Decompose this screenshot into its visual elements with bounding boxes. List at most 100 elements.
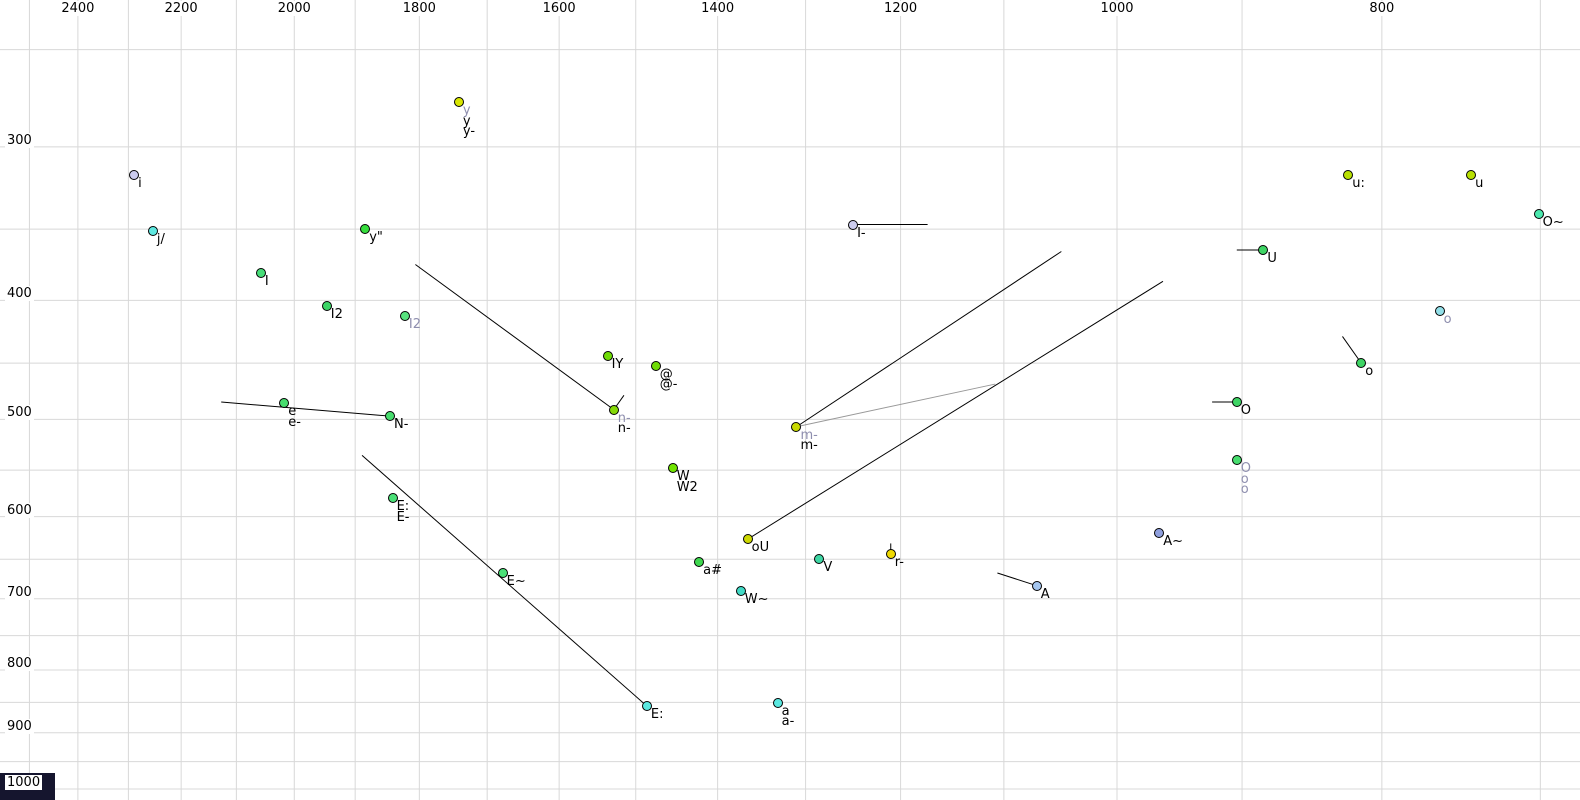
point-label: E- [396, 509, 410, 525]
point-label: W [676, 469, 690, 485]
point-label: u [1475, 175, 1484, 191]
data-point-I[interactable] [255, 267, 266, 278]
y-tick-label: 500 [5, 405, 34, 421]
point-label: E: [396, 499, 410, 515]
y-tick-label: 700 [5, 584, 34, 600]
point-label: I2 [330, 306, 343, 322]
point-label: I [264, 273, 269, 289]
connector-line [747, 280, 1164, 540]
data-point-W[interactable] [667, 463, 678, 474]
data-point-E-colon-low[interactable] [641, 701, 652, 712]
point-label: a [781, 703, 790, 719]
data-point-o-gray[interactable] [1434, 305, 1445, 316]
point-label: r- [894, 555, 904, 571]
x-tick-label: 2200 [162, 1, 200, 16]
y-tick-label: 1000 [5, 775, 43, 790]
point-label: o [1443, 311, 1452, 327]
data-point-A-nasal[interactable] [1154, 528, 1165, 539]
point-label: n- [617, 421, 631, 437]
point-label: IY [611, 356, 624, 372]
data-point-y[interactable] [453, 97, 464, 108]
point-label: e [288, 404, 297, 420]
connector-line [796, 251, 1062, 428]
point-label: N- [394, 417, 409, 433]
data-point-o[interactable] [1356, 358, 1367, 369]
x-tick-label: 800 [1367, 1, 1397, 16]
data-point-i[interactable] [129, 169, 140, 180]
point-label: O [1240, 461, 1252, 477]
data-point-I-[interactable] [848, 219, 859, 230]
data-point-e[interactable] [279, 398, 290, 409]
data-point-O[interactable] [1231, 396, 1242, 407]
x-tick-label: 1600 [540, 1, 578, 16]
data-point-E-nasal[interactable] [497, 568, 508, 579]
point-label: a- [781, 714, 795, 730]
point-label: I2 [408, 317, 422, 333]
data-point-m-[interactable] [791, 421, 802, 432]
point-label: E~ [506, 574, 526, 590]
connector-line [415, 264, 615, 411]
point-label: o [1365, 364, 1374, 380]
point-label: j/ [156, 231, 165, 247]
x-tick-label: 2000 [275, 1, 313, 16]
data-point-U[interactable] [1258, 245, 1269, 256]
data-point-u-colon[interactable] [1343, 169, 1354, 180]
point-label: y [462, 113, 471, 129]
point-label: W~ [744, 592, 769, 608]
point-label: A [1040, 586, 1050, 602]
x-tick-label: 2400 [59, 1, 97, 16]
point-label: I- [857, 225, 866, 241]
data-point-a-hash[interactable] [694, 556, 705, 567]
point-label: u: [1352, 175, 1365, 191]
point-label: U [1267, 251, 1277, 267]
connector-line [361, 455, 648, 707]
data-point-y-umlaut[interactable] [360, 224, 371, 235]
point-label: y [462, 103, 471, 119]
data-point-n-[interactable] [608, 404, 619, 415]
data-point-N-[interactable] [385, 411, 396, 422]
data-point-W-nasal[interactable] [735, 586, 746, 597]
data-point-E-colon[interactable] [387, 493, 398, 504]
point-label: y" [369, 230, 383, 246]
data-point-u[interactable] [1466, 169, 1477, 180]
data-point-O-nasal[interactable] [1533, 208, 1544, 219]
connector-line [796, 383, 996, 428]
point-label: O~ [1542, 214, 1564, 230]
point-label: o [1240, 482, 1249, 498]
data-point-A[interactable] [1031, 580, 1042, 591]
y-tick-label: 300 [5, 132, 34, 148]
y-tick-label: 800 [5, 655, 34, 671]
point-label: y- [462, 124, 476, 140]
x-tick-label: 1200 [882, 1, 920, 16]
point-label: W2 [676, 479, 698, 495]
y-tick-label: 600 [5, 502, 34, 518]
point-label: o [1240, 471, 1249, 487]
data-point-I2-b[interactable] [399, 311, 410, 322]
point-label: @ [659, 366, 673, 382]
y-tick-label: 900 [5, 718, 34, 734]
point-label: n- [617, 410, 631, 426]
x-tick-label: 1800 [400, 1, 438, 16]
data-point-IY[interactable] [602, 350, 613, 361]
data-point-O-stack[interactable] [1231, 455, 1242, 466]
data-point-I2-a[interactable] [321, 300, 332, 311]
data-point-a[interactable] [772, 697, 783, 708]
point-label: V [823, 560, 833, 576]
point-label: m- [800, 438, 818, 454]
connector-line [221, 401, 391, 417]
data-point-at[interactable] [650, 360, 661, 371]
data-point-V[interactable] [814, 554, 825, 565]
connector-line [997, 572, 1037, 587]
point-label: @- [659, 377, 678, 392]
point-label: i [138, 175, 142, 191]
x-tick-label: 1000 [1098, 1, 1136, 16]
data-point-j-slash[interactable] [147, 225, 158, 236]
data-point-r-[interactable] [885, 549, 896, 560]
x-tick-label: 1400 [699, 1, 737, 16]
point-label: e- [288, 414, 301, 430]
point-label: oU [751, 540, 770, 556]
point-label: E: [650, 707, 664, 723]
data-point-oU[interactable] [742, 534, 753, 545]
